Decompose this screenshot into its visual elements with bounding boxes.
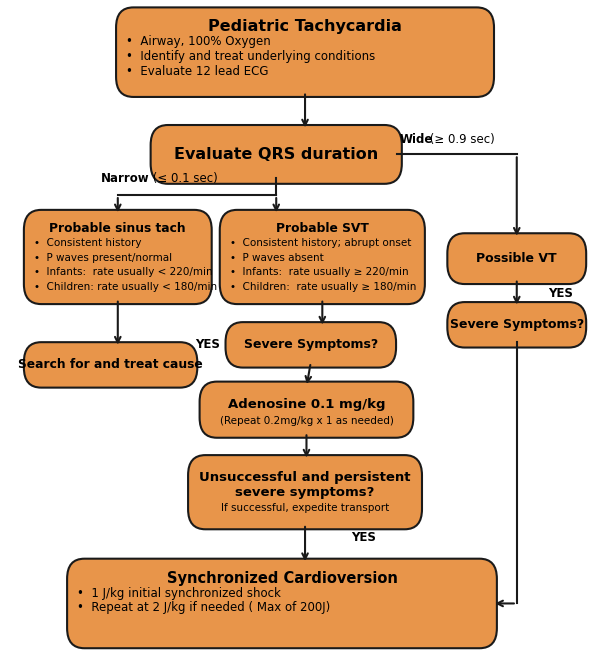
Text: Pediatric Tachycardia: Pediatric Tachycardia <box>208 19 402 34</box>
Text: Wide: Wide <box>400 134 433 146</box>
Text: Possible VT: Possible VT <box>477 252 557 265</box>
FancyBboxPatch shape <box>447 234 586 284</box>
Text: Adenosine 0.1 mg/kg: Adenosine 0.1 mg/kg <box>228 398 385 411</box>
Text: Severe Symptoms?: Severe Symptoms? <box>450 318 584 331</box>
Text: •  Consistent history; abrupt onset: • Consistent history; abrupt onset <box>230 238 412 248</box>
Text: If successful, expedite transport: If successful, expedite transport <box>221 503 389 513</box>
FancyBboxPatch shape <box>24 210 212 304</box>
Text: •  Children:  rate usually ≥ 180/min: • Children: rate usually ≥ 180/min <box>230 282 416 292</box>
Text: •  Infants:  rate usually < 220/min: • Infants: rate usually < 220/min <box>34 267 213 277</box>
Text: (≤ 0.1 sec): (≤ 0.1 sec) <box>150 172 218 185</box>
FancyBboxPatch shape <box>225 322 396 368</box>
Text: •  Identify and treat underlying conditions: • Identify and treat underlying conditio… <box>126 50 376 63</box>
Text: Unsuccessful and persistent
severe symptoms?: Unsuccessful and persistent severe sympt… <box>200 470 411 499</box>
Text: •  1 J/kg initial synchronized shock: • 1 J/kg initial synchronized shock <box>78 586 281 600</box>
Text: Synchronized Cardioversion: Synchronized Cardioversion <box>166 571 397 586</box>
Text: YES: YES <box>351 531 376 544</box>
FancyBboxPatch shape <box>188 455 422 529</box>
Text: •  Airway, 100% Oxygen: • Airway, 100% Oxygen <box>126 36 271 48</box>
Text: •  Infants:  rate usually ≥ 220/min: • Infants: rate usually ≥ 220/min <box>230 267 409 277</box>
Text: Narrow: Narrow <box>101 172 150 185</box>
Text: Probable SVT: Probable SVT <box>276 222 369 235</box>
Text: Probable sinus tach: Probable sinus tach <box>49 222 186 235</box>
Text: •  Children: rate usually < 180/min: • Children: rate usually < 180/min <box>34 282 218 292</box>
FancyBboxPatch shape <box>220 210 425 304</box>
Text: YES: YES <box>549 287 573 299</box>
Text: •  Consistent history: • Consistent history <box>34 238 142 248</box>
Text: (≥ 0.9 sec): (≥ 0.9 sec) <box>426 134 495 146</box>
Text: •  Evaluate 12 lead ECG: • Evaluate 12 lead ECG <box>126 65 269 78</box>
Text: YES: YES <box>195 338 219 352</box>
Text: Severe Symptoms?: Severe Symptoms? <box>243 338 378 352</box>
FancyBboxPatch shape <box>67 559 497 648</box>
Text: •  Repeat at 2 J/kg if needed ( Max of 200J): • Repeat at 2 J/kg if needed ( Max of 20… <box>78 601 331 615</box>
Text: •  P waves present/normal: • P waves present/normal <box>34 253 172 262</box>
FancyBboxPatch shape <box>116 7 494 97</box>
Text: Search for and treat cause: Search for and treat cause <box>18 358 203 372</box>
Text: (Repeat 0.2mg/kg x 1 as needed): (Repeat 0.2mg/kg x 1 as needed) <box>219 416 394 426</box>
FancyBboxPatch shape <box>200 382 413 437</box>
Text: Evaluate QRS duration: Evaluate QRS duration <box>174 147 379 162</box>
FancyBboxPatch shape <box>151 125 402 184</box>
Text: •  P waves absent: • P waves absent <box>230 253 324 262</box>
FancyBboxPatch shape <box>24 342 197 388</box>
FancyBboxPatch shape <box>447 302 586 348</box>
